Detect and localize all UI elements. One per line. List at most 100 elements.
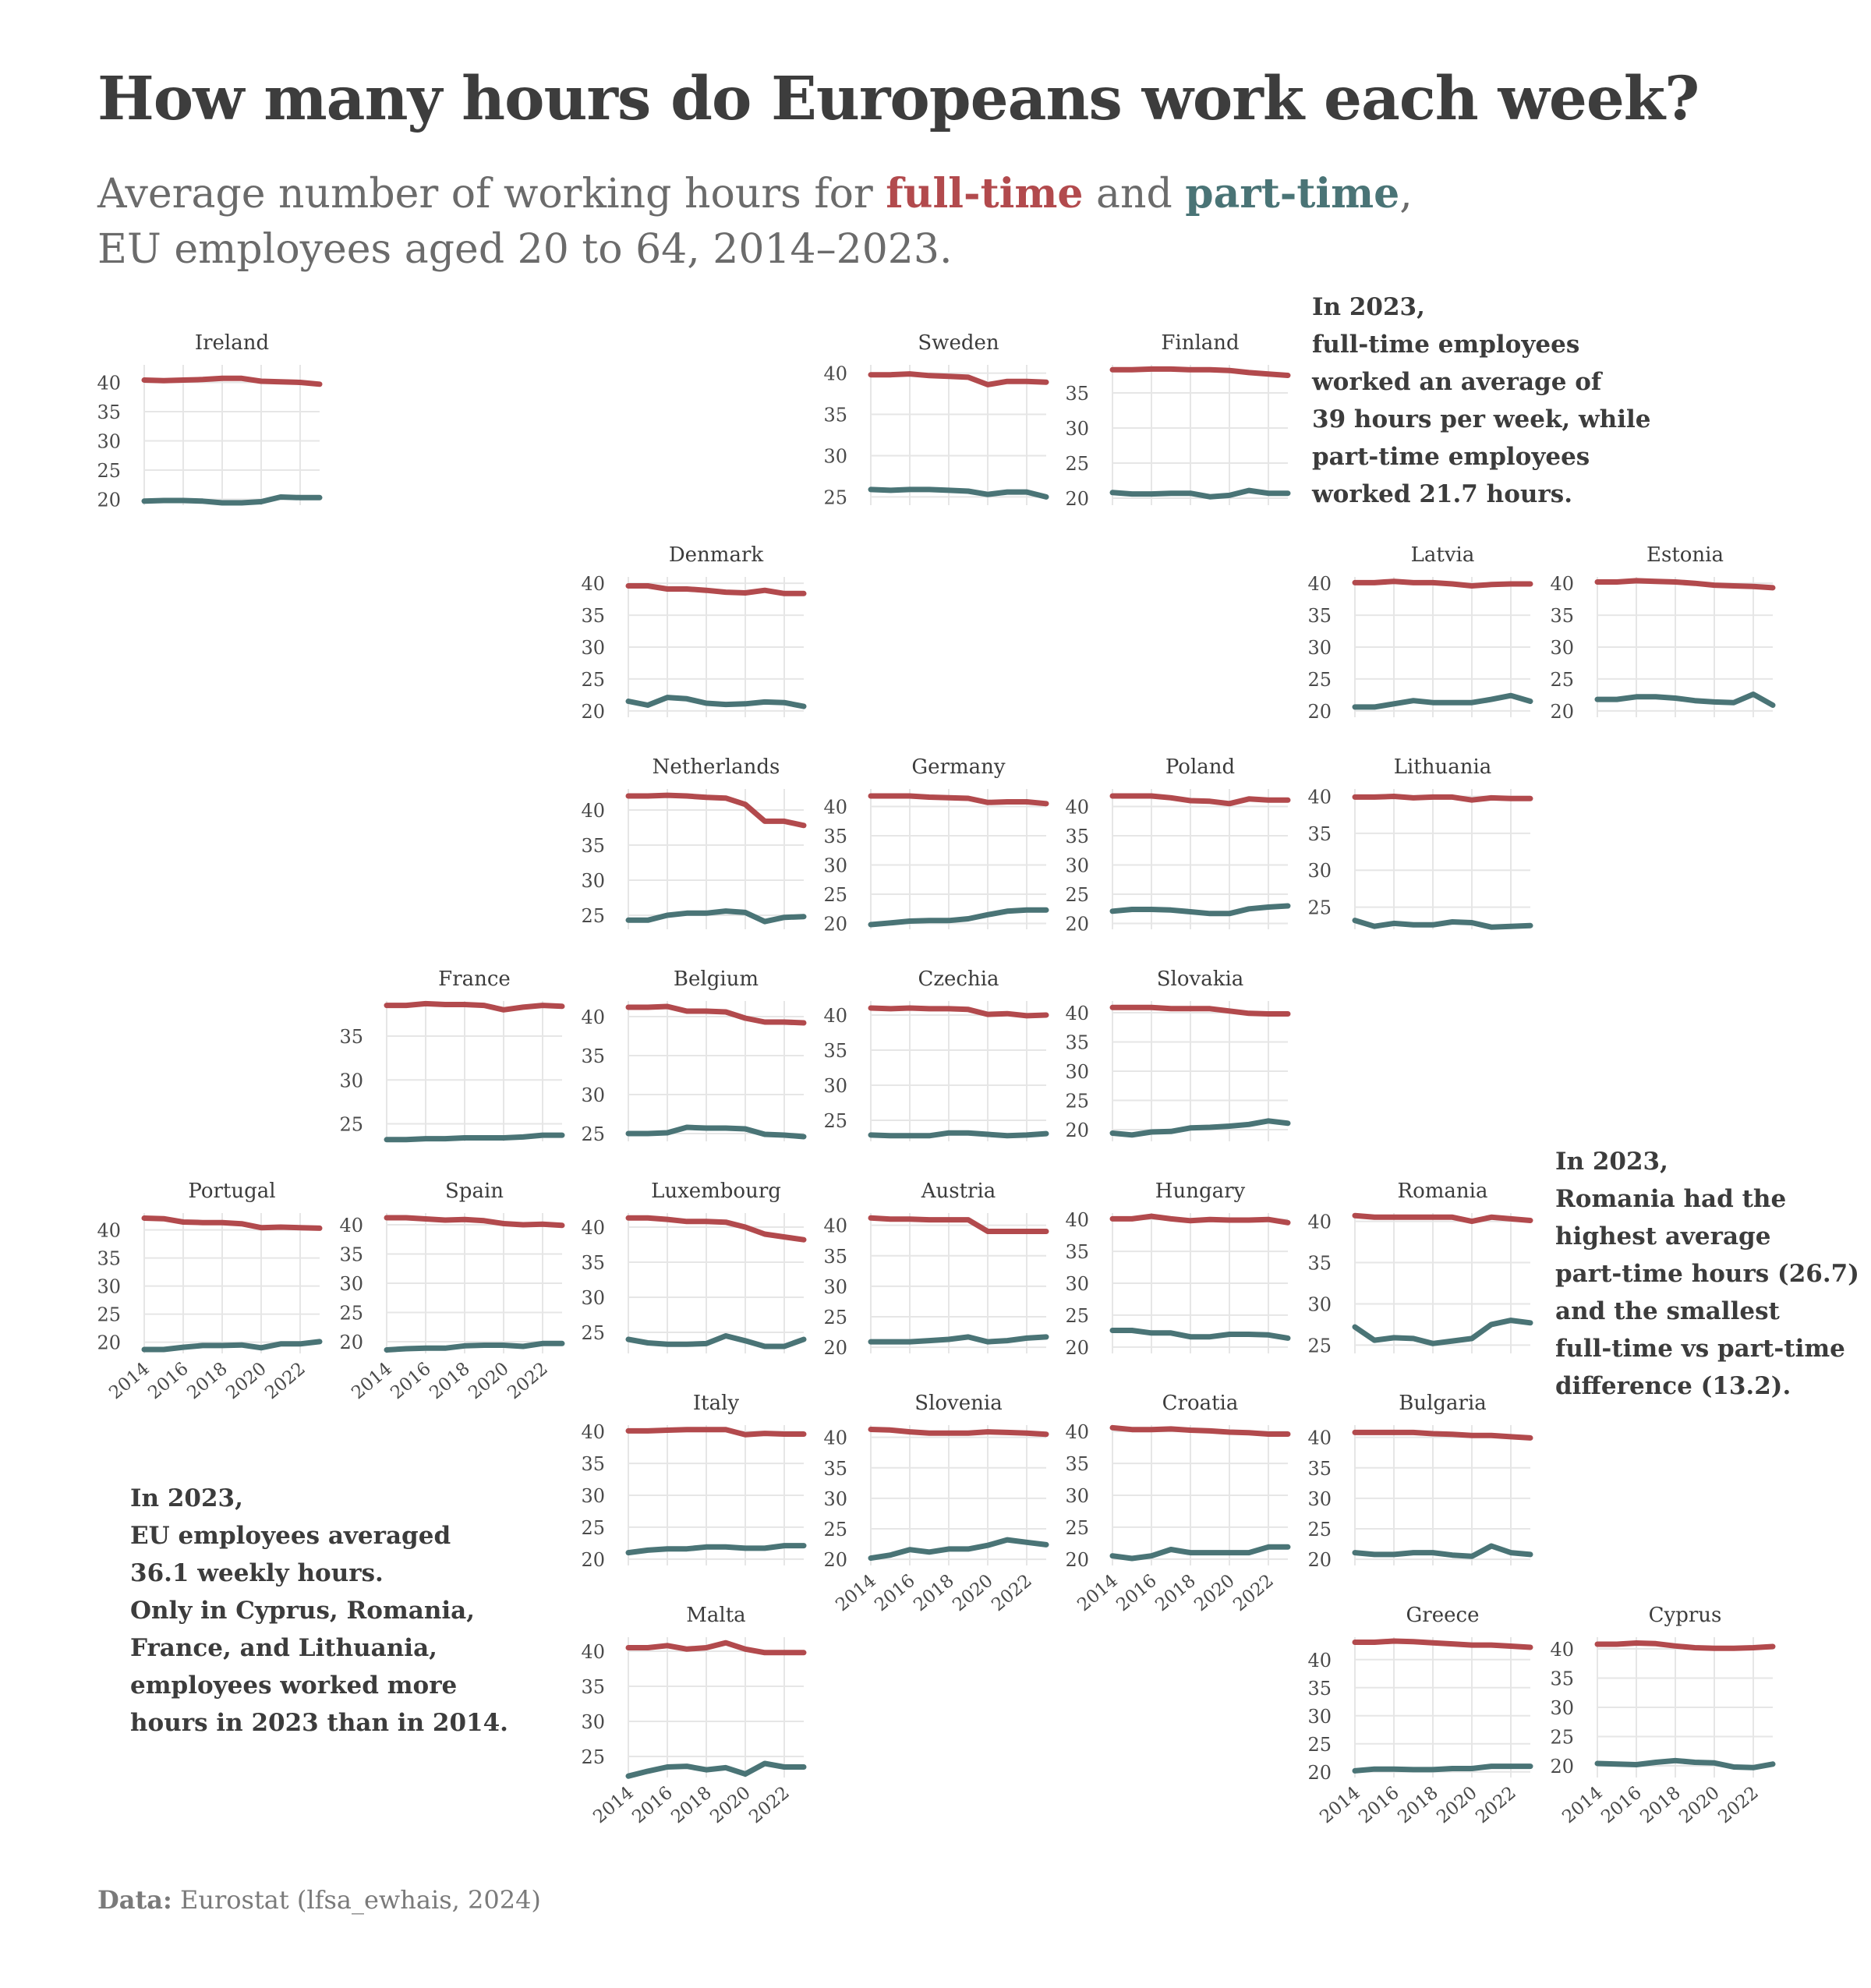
y-tick-label: 30 [823, 1276, 847, 1298]
panel-title: Hungary [1155, 1180, 1246, 1203]
panel-germany: Germany 20 25 30 35 40 [823, 755, 1049, 936]
y-tick-label: 25 [1307, 1734, 1332, 1756]
panel-title: Finland [1161, 331, 1239, 355]
panel-slovakia: Slovakia 20 25 30 35 40 [1065, 967, 1291, 1141]
full-time-line [1352, 1212, 1533, 1225]
panel-latvia: Latvia 20 25 30 35 40 [1307, 543, 1533, 723]
y-tick-label: 30 [581, 1287, 605, 1309]
y-tick-label: 20 [1065, 914, 1089, 936]
part-time-line [1109, 1544, 1291, 1562]
part-time-line [625, 1333, 807, 1350]
annotation-line: France, and Lithuania, [130, 1634, 437, 1662]
panel-france: France 25 30 35 [339, 967, 565, 1143]
x-tick-label: 2022 [261, 1359, 309, 1404]
annotation-romania: In 2023, Romania had the highest average pa… [1555, 1143, 1859, 1405]
y-tick-label: 25 [1307, 1519, 1332, 1541]
part-time-line [868, 1537, 1049, 1562]
panel-bulgaria: Bulgaria 20 25 30 35 40 [1307, 1392, 1533, 1571]
y-tick-label: 25 [97, 460, 121, 482]
annotation-line: In 2023, [1312, 293, 1425, 321]
annotation-line: part-time hours (26.7) [1555, 1260, 1859, 1288]
part-time-line [1352, 918, 1533, 930]
y-tick-label: 25 [823, 884, 847, 906]
y-tick-label: 40 [581, 573, 605, 595]
annotation-line: difference (13.2). [1555, 1372, 1791, 1400]
full-time-line [625, 792, 807, 829]
panel-title: Slovenia [914, 1392, 1002, 1415]
y-tick-label: 20 [1307, 1549, 1332, 1571]
subtitle-text-a: Average number of working hours for [97, 171, 886, 218]
annotation-line: In 2023, [1555, 1148, 1668, 1176]
y-tick-label: 25 [339, 1303, 363, 1325]
full-time-line [1594, 578, 1776, 591]
y-tick-label: 25 [1307, 1335, 1332, 1357]
full-time-line [1594, 1640, 1776, 1651]
y-tick-label: 40 [97, 373, 121, 394]
x-tick-label: 2014 [105, 1359, 154, 1404]
part-time-line [1594, 1757, 1776, 1770]
y-tick-label: 35 [823, 826, 847, 847]
y-tick-label: 40 [581, 1641, 605, 1663]
full-time-line [1109, 1004, 1291, 1017]
panel-title: Croatia [1162, 1392, 1239, 1415]
part-time-line [625, 1543, 807, 1556]
y-tick-label: 35 [1065, 1241, 1089, 1263]
panel-title: Romania [1398, 1180, 1488, 1203]
y-tick-label: 30 [97, 431, 121, 453]
y-tick-label: 20 [1550, 701, 1574, 723]
full-time-line [625, 583, 807, 596]
part-time-line [1109, 487, 1291, 500]
panel-finland: Finland 20 25 30 35 [1065, 331, 1291, 510]
annotation-line: employees worked more [130, 1671, 458, 1700]
y-tick-label: 20 [581, 701, 605, 723]
panel-title: Spain [445, 1180, 504, 1203]
x-tick-label: 2016 [1355, 1783, 1403, 1828]
x-tick-label: 2018 [1636, 1783, 1685, 1828]
y-tick-label: 30 [823, 1075, 847, 1097]
full-time-line [868, 1005, 1049, 1019]
y-tick-label: 40 [1307, 786, 1332, 808]
x-tick-label: 2014 [1316, 1783, 1364, 1828]
part-time-line [625, 1760, 807, 1779]
panel-ireland: Ireland 20 25 30 35 40 [97, 331, 323, 511]
annotation-line: full-time vs part-time [1555, 1335, 1845, 1363]
y-tick-label: 35 [581, 1676, 605, 1698]
full-time-line [384, 1215, 565, 1229]
y-tick-label: 40 [1307, 573, 1332, 595]
y-tick-label: 35 [97, 401, 121, 423]
y-tick-label: 35 [339, 1026, 363, 1048]
part-time-line [1352, 1543, 1533, 1559]
annotation-eu-weekly: In 2023, EU employees averaged 36.1 weekly… [130, 1480, 508, 1742]
x-tick-label: 2022 [504, 1359, 552, 1404]
y-tick-label: 30 [1065, 1485, 1089, 1507]
y-tick-label: 35 [1550, 605, 1574, 627]
x-tick-label: 2018 [910, 1571, 958, 1616]
y-tick-label: 25 [1065, 453, 1089, 475]
part-time-line [1109, 903, 1291, 917]
y-tick-label: 30 [823, 445, 847, 467]
y-tick-label: 35 [581, 1252, 605, 1274]
x-tick-label: 2022 [1229, 1571, 1278, 1616]
y-tick-label: 30 [823, 1488, 847, 1510]
y-tick-label: 20 [1065, 1337, 1089, 1359]
x-tick-label: 2020 [1433, 1783, 1481, 1828]
y-tick-label: 40 [581, 1421, 605, 1443]
x-tick-label: 2022 [1472, 1783, 1520, 1828]
part-time-line [141, 494, 323, 506]
subtitle-text-b: and [1083, 171, 1186, 218]
panel-belgium: Belgium 25 30 35 40 [581, 967, 807, 1145]
annotation-eu-average: In 2023, full-time employees worked an ave… [1312, 288, 1650, 513]
y-tick-label: 35 [339, 1244, 363, 1266]
x-tick-label: 2014 [589, 1783, 638, 1828]
x-tick-label: 2018 [1151, 1571, 1200, 1616]
y-tick-label: 25 [581, 669, 605, 691]
y-tick-label: 40 [1065, 797, 1089, 819]
y-tick-label: 25 [823, 1307, 847, 1328]
part-time-line [1109, 1328, 1291, 1341]
panel-denmark: Denmark 20 25 30 35 40 [581, 543, 807, 723]
y-tick-label: 30 [581, 1711, 605, 1733]
